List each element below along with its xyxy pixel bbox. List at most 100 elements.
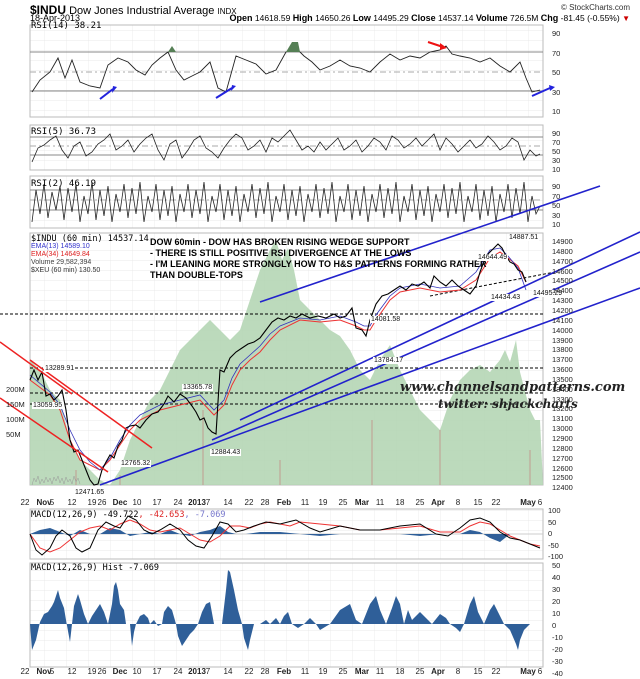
axis-tick: 13800 (552, 345, 573, 355)
rsi5-label: RSI(5) 36.73 (31, 127, 97, 137)
x-tick: 8 (455, 667, 461, 676)
x-tick: 28 (260, 498, 270, 507)
x-tick: 11 (375, 498, 385, 507)
axis-tick: 30 (552, 87, 561, 97)
x-tick: 26 (97, 667, 107, 676)
axis-tick: 14200 (552, 305, 573, 315)
axis-tick: 50M (6, 430, 21, 439)
macd-panel (29, 508, 544, 560)
x-tick: 18 (395, 667, 405, 676)
axis-tick: 70 (552, 191, 561, 201)
axis-tick: 0 (552, 621, 557, 630)
x-tick: 22 (491, 667, 501, 676)
axis-tick: 50 (552, 561, 561, 570)
x-tick: Mar (354, 667, 370, 676)
watermark-twitter: twitter: shjackcharts (438, 397, 578, 411)
axis-tick: 10 (552, 165, 561, 174)
axis-tick: 13300 (552, 394, 573, 404)
x-tick: 19 (318, 667, 328, 676)
x-tick: 7 (205, 667, 211, 676)
price-label: 13059.95 (32, 402, 64, 409)
axis-tick: 10 (552, 220, 561, 229)
axis-tick: 100 (548, 506, 561, 515)
axis-tick: 14100 (552, 315, 573, 325)
x-tick: 17 (152, 667, 162, 676)
x-tick: Feb (276, 667, 292, 676)
volume-legend: Volume 29,582,394 (31, 259, 92, 266)
price-label: 14081.58 (370, 316, 402, 323)
axis-tick: 13600 (552, 365, 573, 375)
axis-tick: 13000 (552, 424, 573, 434)
x-tick: 7 (205, 498, 211, 507)
axis-tick: 30 (552, 585, 561, 594)
axis-tick: 14700 (552, 256, 573, 266)
chart-date: 18-Apr-2013 (30, 13, 81, 23)
axis-tick: -30 (552, 657, 563, 666)
rsi14-panel (29, 24, 555, 118)
macd-legend: MACD(12,26,9) -49.722, -42.653, -7.069 (31, 510, 226, 520)
annotation-text: DOW 60min - DOW HAS BROKEN RISING WEDGE … (150, 237, 487, 280)
x-tick: 14 (223, 498, 233, 507)
x-tick: 6 (537, 498, 543, 507)
hist-panel (29, 562, 544, 668)
axis-tick: 13100 (552, 414, 573, 424)
price-label: 13289.91 (44, 365, 76, 372)
chart-header: $INDU Dow Jones Industrial Average INDX (30, 3, 237, 17)
x-tick: 18 (395, 498, 405, 507)
axis-tick: 70 (552, 138, 561, 147)
axis-tick: 0 (548, 529, 553, 538)
x-tick: 5 (49, 667, 55, 676)
hist-legend: MACD(12,26,9) Hist -7.069 (31, 563, 159, 573)
axis-tick: -50 (548, 540, 559, 550)
x-tick: May (520, 498, 536, 507)
x-tick: 11 (300, 667, 310, 676)
axis-tick: 90 (552, 129, 561, 138)
axis-tick: 10 (552, 609, 561, 618)
axis-tick: 14300 (552, 296, 573, 306)
axis-tick: -100 (548, 552, 564, 561)
x-tick: 15 (473, 667, 483, 676)
x-tick: 22 (244, 667, 254, 676)
axis-tick: 14900 (552, 237, 573, 246)
x-tick: 17 (152, 498, 162, 507)
axis-tick: 90 (552, 182, 561, 191)
axis-tick: 150M (6, 400, 25, 409)
symbol-name: Dow Jones Industrial Average (69, 5, 215, 17)
x-tick: 11 (375, 667, 385, 676)
axis-tick: 14500 (552, 276, 573, 286)
rsi2-panel (29, 175, 544, 229)
x-tick: 24 (173, 498, 183, 507)
axis-tick: 30 (552, 156, 561, 165)
price-label: 14434.43 (490, 294, 522, 301)
price-legend-main: $INDU (60 min) 14537.14 (31, 234, 149, 244)
x-tick: 11 (300, 498, 310, 507)
price-label: 12471.65 (74, 489, 106, 496)
axis-tick: 12900 (552, 434, 573, 443)
x-tick: May (520, 667, 536, 676)
axis-tick: 50 (552, 147, 561, 156)
axis-tick: 12600 (552, 463, 573, 473)
axis-tick: 90 (552, 29, 561, 38)
down-triangle-icon: ▼ (622, 14, 630, 23)
axis-tick: 50 (552, 68, 561, 77)
x-tick: 15 (473, 498, 483, 507)
x-tick: Nov (36, 498, 52, 507)
x-tick: 25 (415, 667, 425, 676)
axis-tick: 14800 (552, 246, 573, 256)
x-tick: Feb (276, 498, 292, 507)
x-tick: 19 (87, 498, 97, 507)
x-tick: 25 (415, 498, 425, 507)
x-tick: 22 (491, 498, 501, 507)
rsi2-label: RSI(2) 46.19 (31, 179, 97, 189)
x-tick: Mar (354, 498, 370, 507)
axis-tick: 13400 (552, 384, 573, 394)
price-label: 14644.49 (477, 254, 509, 261)
x-tick: Nov (36, 667, 52, 676)
x-tick: 19 (87, 667, 97, 676)
price-label: 12884.43 (210, 449, 242, 456)
x-tick: 10 (132, 498, 142, 507)
watermark-site: www.channelsandpatterns.com (400, 380, 626, 395)
price-label: 12765.32 (120, 460, 152, 467)
price-panel (0, 185, 640, 486)
axis-tick: 12800 (552, 443, 573, 453)
